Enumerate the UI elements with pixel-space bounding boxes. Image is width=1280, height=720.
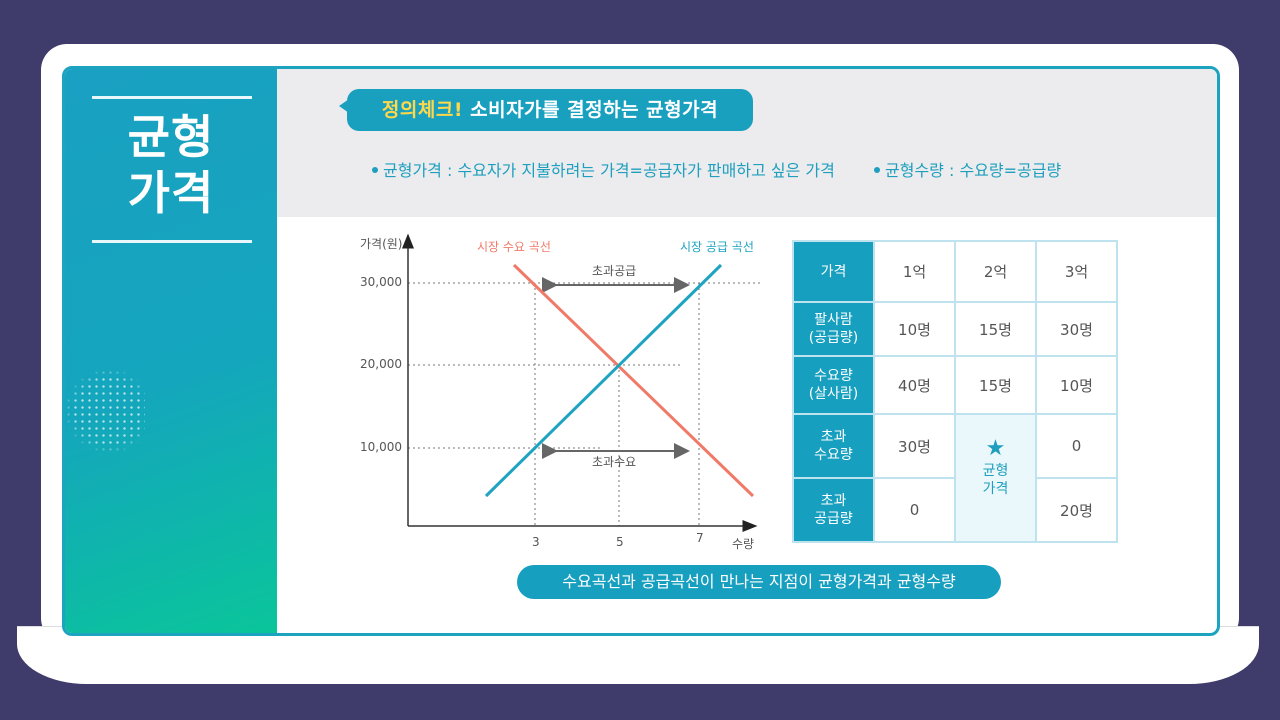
equilibrium-label: 가격 xyxy=(982,481,1009,497)
supply-demand-chart: 가격(원) 30,000 20,000 10,000 3 5 7 수량 시장 수… xyxy=(340,229,760,559)
sidebar: 균형 가격 xyxy=(65,69,277,633)
star-icon: ★ xyxy=(985,436,1006,461)
y-axis-label: 가격(원) xyxy=(360,237,403,251)
definition-equilibrium-quantity: 균형수량 : 수요량=공급량 xyxy=(874,157,1061,181)
y-tick-20000: 20,000 xyxy=(360,357,402,371)
table-cell: 10명 xyxy=(1035,355,1118,415)
table-row: 팔사람 (공급량) 10명 15명 30명 xyxy=(792,301,1118,357)
sidebar-title: 균형 가격 xyxy=(65,109,277,221)
sidebar-title-line2: 가격 xyxy=(127,166,215,220)
table-cell: 2억 xyxy=(954,240,1037,303)
x-axis-label: 수량 xyxy=(732,537,755,551)
bubble-highlight: 정의체크! xyxy=(381,99,463,121)
row-header-line: 수요량 xyxy=(814,368,853,384)
excess-demand-label: 초과수요 xyxy=(592,455,637,469)
equilibrium-label: 균형 xyxy=(982,463,1009,479)
definition-text: 균형수량 : 수요량=공급량 xyxy=(885,161,1062,180)
supply-curve-label: 시장 공급 곡선 xyxy=(680,240,754,254)
row-header-line: (살사람) xyxy=(808,386,859,402)
table-cell: 30명 xyxy=(1035,301,1118,357)
table-cell: 40명 xyxy=(873,355,956,415)
x-tick-7: 7 xyxy=(696,531,704,545)
definition-text: 균형가격 : 수요자가 지불하려는 가격=공급자가 판매하고 싶은 가격 xyxy=(383,161,835,180)
demand-curve-label: 시장 수요 곡선 xyxy=(477,240,551,254)
slide: 균형 가격 정의체크! 소비자가를 결정하는 균형가격 균형가격 : 수요자가 … xyxy=(62,66,1220,636)
equilibrium-cell: ★ 균형 가격 xyxy=(954,413,1037,543)
table-cell: 15명 xyxy=(954,355,1037,415)
table-cell: 20명 xyxy=(1035,477,1118,543)
table-cell: 1억 xyxy=(873,240,956,303)
excess-supply-label: 초과공급 xyxy=(592,264,637,278)
row-header: 팔사람 (공급량) xyxy=(792,301,875,357)
row-header: 수요량 (살사람) xyxy=(792,355,875,415)
sidebar-title-line1: 균형 xyxy=(127,110,215,164)
row-header-line: 초과 xyxy=(820,429,847,445)
row-header: 가격 xyxy=(792,240,875,303)
bullet-icon xyxy=(372,166,378,173)
table-cell: 30명 xyxy=(873,413,956,479)
chart-canvas xyxy=(402,233,760,532)
row-header-line: 공급량 xyxy=(814,511,853,527)
x-tick-3: 3 xyxy=(532,535,540,549)
divider xyxy=(92,240,252,243)
table-row: 수요량 (살사람) 40명 15명 10명 xyxy=(792,355,1118,415)
table-cell: 3억 xyxy=(1035,240,1118,303)
table-cell: 15명 xyxy=(954,301,1037,357)
summary-pill: 수요곡선과 공급곡선이 만나는 지점이 균형가격과 균형수량 xyxy=(517,565,1001,599)
supply-curve xyxy=(484,263,723,498)
row-header-line: 수요량 xyxy=(814,447,853,463)
y-tick-30000: 30,000 xyxy=(360,275,402,289)
definition-bubble: 정의체크! 소비자가를 결정하는 균형가격 xyxy=(339,89,753,131)
bullet-icon xyxy=(874,166,880,173)
row-header-line: 초과 xyxy=(820,493,847,509)
row-header-line: (공급량) xyxy=(808,330,859,346)
table-row: 가격 1억 2억 3억 xyxy=(792,240,1118,303)
table-cell: 0 xyxy=(873,477,956,543)
price-quantity-table: 가격 1억 2억 3억 팔사람 (공급량) 10명 15명 30명 수요량 (살사람… xyxy=(792,240,1118,543)
x-tick-5: 5 xyxy=(616,535,624,549)
table-cell: 10명 xyxy=(873,301,956,357)
bubble-text: 소비자가를 결정하는 균형가격 xyxy=(463,99,719,121)
y-tick-10000: 10,000 xyxy=(360,440,402,454)
demand-curve xyxy=(512,263,755,498)
dot-pattern-icon xyxy=(65,369,145,453)
divider xyxy=(92,96,252,99)
definition-equilibrium-price: 균형가격 : 수요자가 지불하려는 가격=공급자가 판매하고 싶은 가격 xyxy=(372,157,835,181)
table-row: 초과 수요량 30명 ★ 균형 가격 0 xyxy=(792,413,1118,543)
row-header-line: 팔사람 xyxy=(814,312,853,328)
table-cell: 0 xyxy=(1035,413,1118,479)
